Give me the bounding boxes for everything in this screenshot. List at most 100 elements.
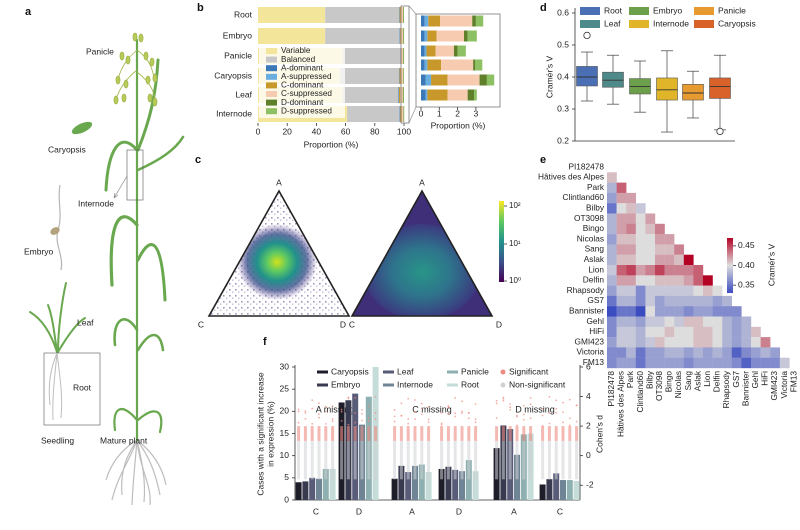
b-inset-bar-d-dominant [467, 89, 475, 101]
b-category-label: Embryo [223, 30, 253, 40]
e-row-label: Park [587, 182, 605, 192]
plant-label-root: Root [73, 382, 92, 392]
f-significant-point [297, 421, 300, 424]
e-heatmap-cell [655, 306, 665, 317]
e-heatmap-cell [616, 203, 627, 214]
c-colorbar-tick-label: 10² [509, 201, 521, 210]
e-row-label: GS7 [587, 295, 604, 305]
e-row-label: Rhapsody [567, 285, 605, 295]
b-legend-swatch [266, 99, 277, 106]
e-heatmap-cell [607, 295, 617, 307]
b-bar-d-dominant [403, 106, 404, 122]
mature-plant-stem-leaves [104, 38, 185, 442]
e-heatmap-cell [635, 316, 646, 327]
d-box-root [576, 66, 598, 87]
d-outlier [716, 127, 724, 135]
e-heatmap-cell [607, 347, 617, 358]
f-legend-label: Non-significant [509, 379, 566, 389]
e-heatmap-cell [751, 326, 761, 338]
e-heatmap-cell [635, 265, 646, 276]
e-column-label: Lion [702, 371, 712, 387]
b-inset-bar-c-suppressed [440, 15, 473, 27]
f-significant-point [440, 423, 443, 426]
e-row-label: Gehl [586, 316, 604, 326]
e-heatmap-cell [607, 223, 617, 235]
f-ytick-label: 5 [284, 472, 289, 482]
e-row-label: Victoria [576, 347, 604, 357]
f-significant-point [367, 405, 370, 408]
e-heatmap-cell [664, 275, 675, 286]
e-heatmap-cell [635, 223, 646, 235]
f-significant-point [361, 419, 363, 422]
e-heatmap-cell [626, 306, 636, 317]
f-significant-point [427, 405, 430, 408]
f-bar-leaf [405, 472, 412, 500]
d-ylabel: Cramér's V [544, 56, 554, 99]
f-significant-point [427, 421, 430, 423]
b-inset-xtick-label: 3 [474, 108, 479, 118]
b-xtick-label: 60 [341, 126, 351, 136]
e-heatmap-cell [722, 337, 732, 348]
b-inset-bar-a-suppressed [424, 45, 427, 57]
e-heatmap-cell [683, 295, 694, 307]
d-ytick-label: 0.3 [557, 103, 569, 113]
f-significant-points [467, 426, 471, 441]
f-nonsignificant-points [547, 440, 551, 480]
f-significant-points [495, 426, 499, 441]
f-significant-point [393, 415, 396, 418]
e-row-label: Bingo [583, 223, 605, 233]
e-column-label: Aslak [692, 370, 702, 391]
e-heatmap-cell [712, 306, 723, 317]
e-heatmap-cell [703, 275, 713, 286]
panel-label-a: a [25, 6, 32, 18]
f-significant-point [367, 420, 370, 422]
b-bar-c-dominant [399, 7, 401, 23]
b-bar-c-suppressed [400, 28, 404, 44]
e-heatmap-cell [607, 316, 617, 327]
e-heatmap-cell [635, 357, 646, 369]
f-y2tick-label: 2 [586, 420, 591, 430]
e-column-label: Bannister [740, 371, 750, 406]
plant-label-panicle: Panicle [86, 46, 114, 56]
f-nonsignificant-points [460, 440, 464, 480]
f-bar-caryopsis [438, 468, 445, 500]
e-heatmap-cell [655, 275, 665, 286]
e-column-label: Delfin [712, 371, 722, 393]
e-heatmap-cell [741, 357, 752, 369]
b-inset-bar-a-dominant [421, 15, 425, 27]
e-heatmap-cell [731, 337, 742, 348]
b-inset-bar-d-dominant [464, 30, 468, 42]
c-colorbar-tick-label: 10⁰ [509, 276, 521, 285]
e-column-label: Clintland60 [635, 371, 645, 413]
f-significant-points [393, 426, 397, 441]
f-significant-point [502, 399, 505, 402]
plant-label-mature-plant: Mature plant [100, 435, 148, 445]
f-significant-point [461, 410, 463, 413]
b-legend-label: Balanced [281, 55, 316, 64]
f-significant-points [522, 426, 526, 441]
e-heatmap-cell [645, 213, 656, 224]
e-heatmap-cell [712, 357, 723, 369]
b-legend-label: A-suppressed [281, 72, 332, 81]
e-heatmap-cell [626, 234, 636, 245]
e-heatmap-cell [703, 295, 713, 307]
f-significant-point [440, 411, 443, 414]
e-heatmap-cell [645, 347, 656, 358]
e-heatmap-cell [712, 295, 723, 307]
f-bar-embryo [445, 466, 452, 500]
e-heatmap-cell [683, 306, 694, 317]
b-legend-label: A-dominant [281, 63, 324, 72]
internode-arrow-icon [113, 175, 128, 199]
e-heatmap-cell [674, 265, 684, 276]
b-xtick-label: 100 [397, 126, 411, 136]
e-row-label: FM13 [583, 357, 605, 367]
f-xtick-label: C [557, 506, 563, 516]
e-heatmap-cell [655, 244, 665, 255]
e-heatmap-cell [616, 254, 627, 266]
f-nonsignificant-points [297, 440, 301, 480]
e-heatmap-cell [731, 347, 742, 358]
f-significant-point [407, 418, 410, 420]
f-significant-point [548, 412, 551, 414]
b-bar-balanced [339, 68, 400, 84]
e-heatmap-cell [683, 275, 694, 286]
